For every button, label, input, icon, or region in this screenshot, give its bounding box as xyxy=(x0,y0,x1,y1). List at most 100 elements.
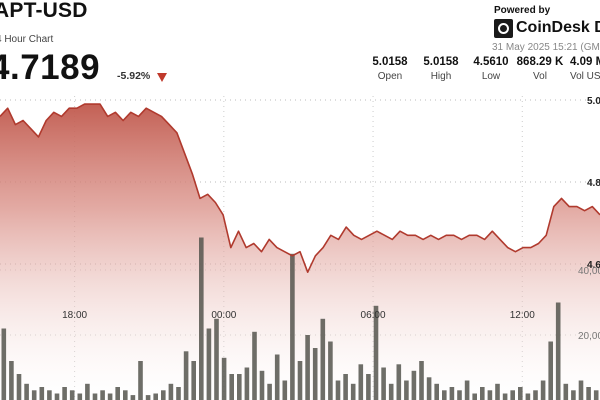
volume-bar xyxy=(259,370,265,400)
price-tick-label: 5.0 xyxy=(587,96,600,107)
volume-bar xyxy=(31,390,37,400)
volume-bar xyxy=(168,383,174,400)
volume-bar xyxy=(100,390,105,400)
stat-label: High xyxy=(430,71,452,82)
volume-bar xyxy=(457,390,462,400)
volume-bar xyxy=(578,380,584,400)
stat-volume: 868.29 K Vol xyxy=(512,56,568,82)
stat-open: 5.0158 Open xyxy=(370,56,410,82)
volume-bar xyxy=(571,390,576,400)
volume-bar xyxy=(320,318,326,400)
stat-value: 5.0158 xyxy=(372,56,408,68)
volume-bar xyxy=(1,328,7,400)
volume-bar xyxy=(563,383,569,400)
volume-bar xyxy=(540,380,546,400)
volume-bar xyxy=(388,383,394,400)
volume-bar xyxy=(130,395,136,400)
volume-bar xyxy=(9,361,14,400)
volume-bar xyxy=(548,341,553,400)
volume-bar xyxy=(69,390,75,400)
volume-bar xyxy=(404,380,409,400)
powered-by-label: Powered by xyxy=(494,5,551,16)
volume-bar xyxy=(350,383,356,400)
volume-bar xyxy=(555,302,561,400)
stat-label: Vol xyxy=(533,71,547,82)
volume-bar xyxy=(191,361,196,400)
volume-bar xyxy=(290,253,295,400)
volume-bar xyxy=(92,393,98,400)
stat-low: 4.5610 Low xyxy=(470,56,512,82)
volume-bar xyxy=(107,393,113,400)
volume-bar xyxy=(123,390,128,400)
chart-timestamp: 31 May 2025 15:21 (GMT) xyxy=(492,42,600,53)
coindesk-logo-icon xyxy=(494,19,513,38)
volume-bar xyxy=(229,374,234,400)
volume-bar xyxy=(480,387,485,400)
stat-value: 4.5610 xyxy=(473,56,509,68)
stat-value: 868.29 K xyxy=(516,56,564,68)
volume-bar xyxy=(472,393,477,400)
down-triangle-icon xyxy=(157,73,167,82)
volume-bar xyxy=(24,383,29,400)
price-line xyxy=(0,103,600,273)
volume-bar xyxy=(39,387,45,400)
volume-bar xyxy=(47,390,52,400)
volume-bar xyxy=(252,331,257,400)
volume-bar xyxy=(487,390,493,400)
volume-bar xyxy=(77,393,83,400)
volume-bar xyxy=(358,364,364,400)
volume-bar xyxy=(426,377,432,400)
volume-bar xyxy=(434,383,439,400)
stat-label: Vol USD xyxy=(570,71,600,82)
volume-bar xyxy=(183,351,189,400)
volume-bar xyxy=(305,335,310,400)
volume-bar xyxy=(373,305,379,400)
time-tick-label: 06:00 xyxy=(361,310,386,321)
volume-bar xyxy=(518,387,523,400)
volume-bar xyxy=(62,387,67,400)
stat-label: Low xyxy=(481,71,501,82)
stat-label: Open xyxy=(377,71,403,82)
volume-bar xyxy=(586,387,591,400)
volume-bar xyxy=(161,390,166,400)
volume-bar xyxy=(328,341,333,400)
volume-bar xyxy=(502,393,508,400)
volume-bar xyxy=(381,367,386,400)
price-tick-label: 4.8 xyxy=(587,178,600,189)
current-price: 4.7189 xyxy=(0,48,101,87)
time-tick-label: 12:00 xyxy=(510,310,535,321)
volume-bar xyxy=(297,361,303,400)
volume-bar xyxy=(115,387,120,400)
volume-bar xyxy=(419,361,424,400)
volume-tick-label: 40,00 xyxy=(578,266,600,277)
volume-bar xyxy=(411,370,417,400)
volume-bar xyxy=(449,387,455,400)
volume-bar xyxy=(464,380,470,400)
volume-bar xyxy=(274,354,280,400)
stat-value: 5.0158 xyxy=(423,56,459,68)
volume-bar xyxy=(244,367,250,400)
stat-high: 5.0158 High xyxy=(420,56,462,82)
volume-bar xyxy=(267,383,272,400)
volume-bar xyxy=(343,374,348,400)
stat-value: 4.09 M xyxy=(570,56,600,68)
volume-bar xyxy=(85,383,90,400)
volume-bar xyxy=(221,357,227,400)
volume-bar xyxy=(335,380,341,400)
volume-bar xyxy=(442,390,447,400)
volume-bar xyxy=(396,364,402,400)
volume-bar xyxy=(145,395,151,400)
chart-subtitle: 4 Hour Chart xyxy=(0,34,54,45)
coindesk-logo-text: CoinDesk Data xyxy=(516,19,600,36)
volume-bar xyxy=(525,393,531,400)
chart-title: APT-USD xyxy=(0,0,88,22)
volume-bar xyxy=(593,390,599,400)
volume-bar xyxy=(214,318,219,400)
stat-volume-usd: 4.09 M Vol USD xyxy=(570,56,600,82)
volume-bar xyxy=(495,383,500,400)
volume-bar xyxy=(237,374,242,400)
volume-bar xyxy=(54,393,60,400)
price-change: -5.92% xyxy=(117,70,151,82)
time-tick-label: 18:00 xyxy=(62,310,87,321)
